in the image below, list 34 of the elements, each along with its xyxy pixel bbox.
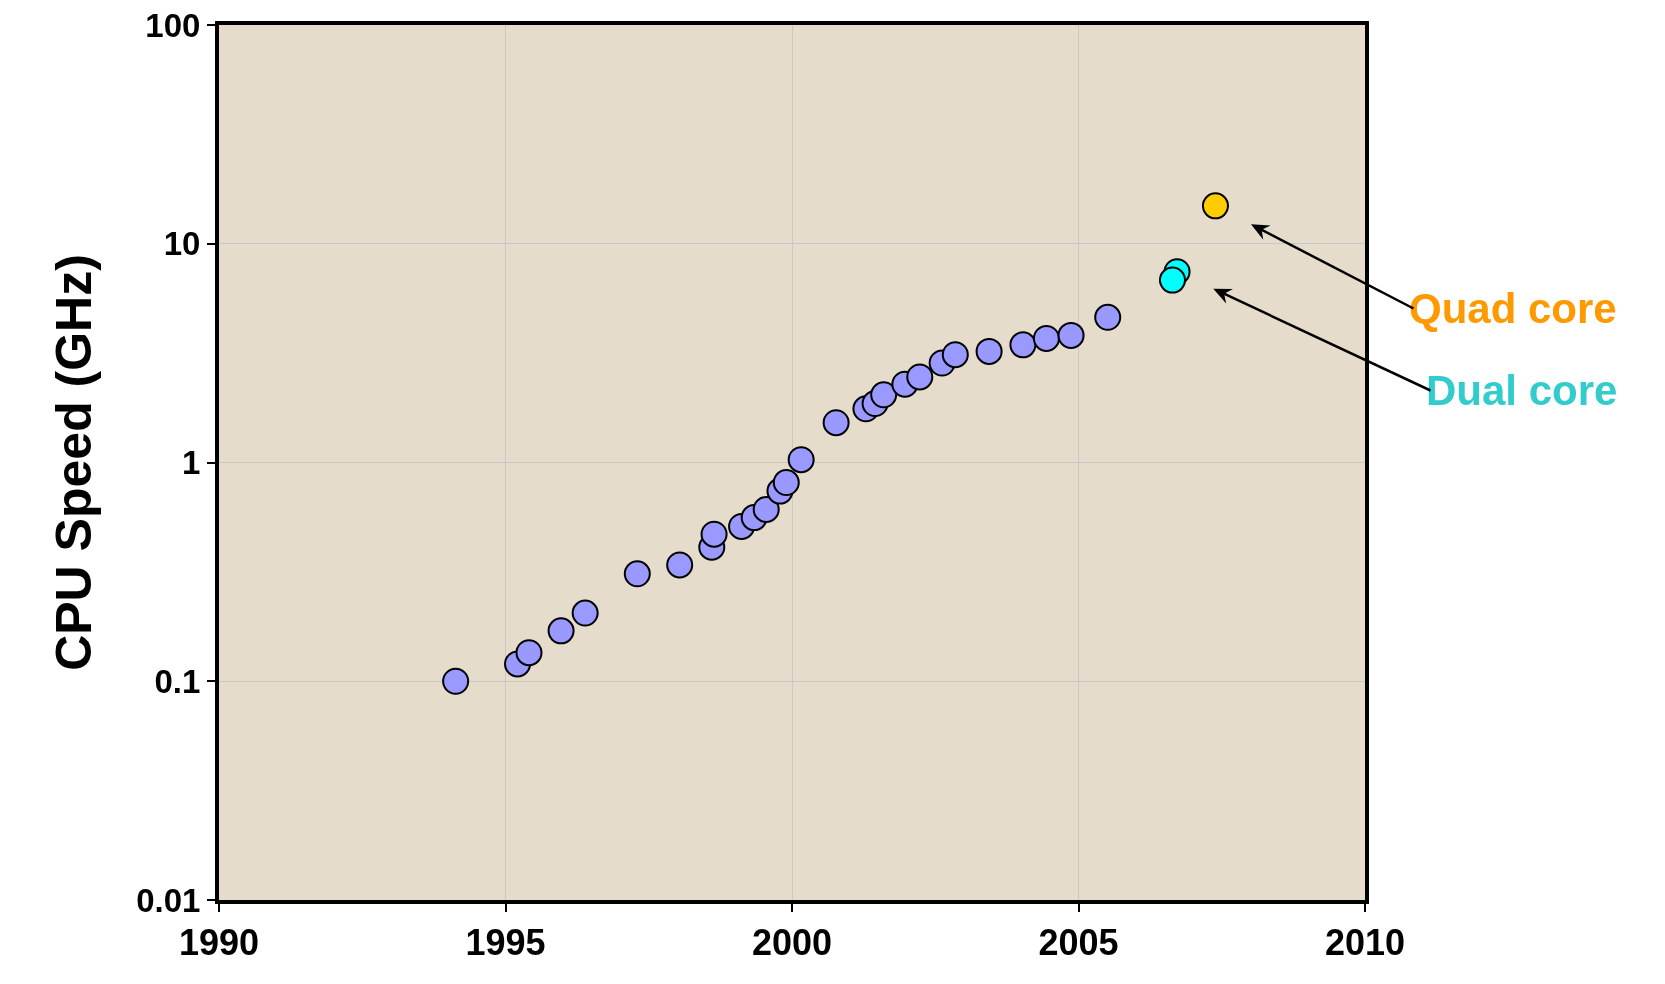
point	[787, 446, 815, 474]
point	[623, 560, 651, 588]
point	[1032, 324, 1060, 352]
x-tick-label: 1995	[465, 922, 546, 964]
text: Quad core	[1409, 285, 1617, 332]
text: Dual core	[1426, 367, 1618, 414]
point	[571, 599, 599, 627]
point	[515, 639, 543, 667]
y-axis-title: CPU Speed (GHz)	[45, 254, 102, 671]
point	[1201, 192, 1229, 220]
point	[975, 337, 1003, 365]
point	[442, 667, 470, 695]
point	[1094, 303, 1122, 331]
x-tick-label: 2010	[1324, 922, 1406, 964]
point	[1057, 321, 1085, 349]
point	[772, 469, 800, 497]
point	[941, 341, 969, 369]
x-tick-label: 2000	[751, 922, 833, 964]
point	[666, 551, 694, 579]
point	[752, 495, 780, 523]
point	[906, 363, 934, 391]
point	[870, 381, 898, 409]
point	[1158, 266, 1186, 294]
point	[547, 617, 575, 645]
y-tick-label: 0.01	[136, 881, 201, 919]
y-tick-label: 0.1	[154, 662, 201, 700]
y-tick-label: 10	[163, 225, 201, 263]
point	[1009, 331, 1037, 359]
y-tick-label: 100	[145, 6, 201, 44]
point	[700, 520, 728, 548]
x-tick-label: 2005	[1038, 922, 1119, 964]
y-tick-label: 1	[182, 444, 201, 482]
point	[822, 409, 850, 437]
x-tick-label: 1990	[178, 922, 260, 964]
